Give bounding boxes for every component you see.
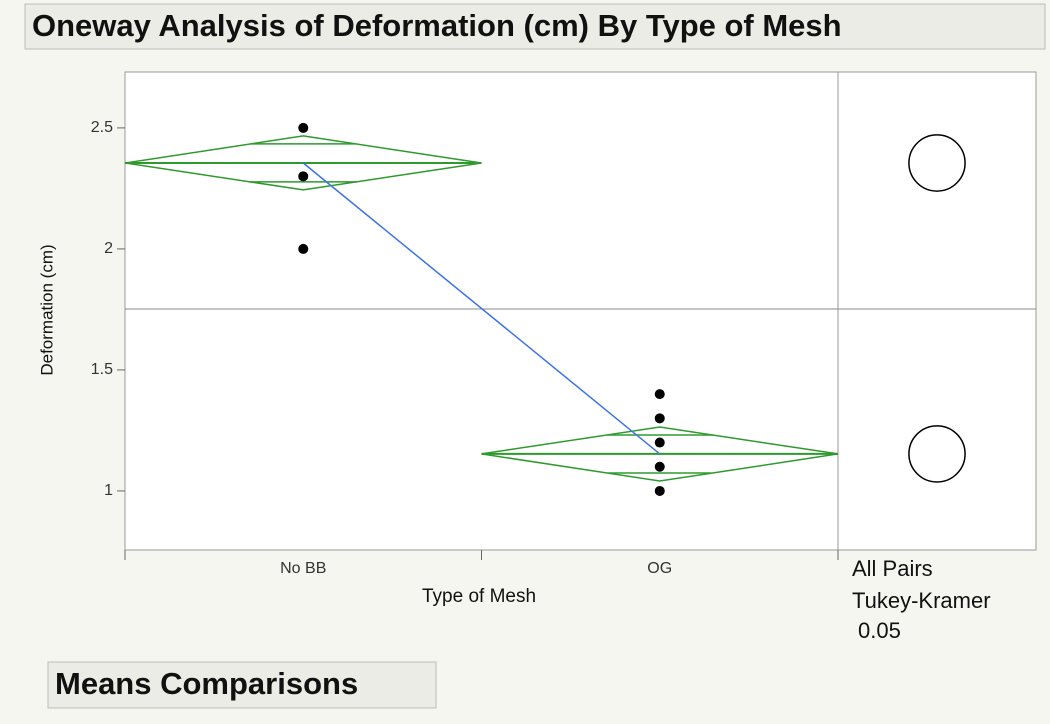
data-point: [654, 413, 665, 424]
section-box: [47, 661, 437, 709]
title-box: [24, 3, 1046, 50]
data-point: [654, 389, 665, 400]
compare-label: All Pairs: [852, 556, 933, 581]
means-line: [302, 162, 661, 455]
y-tick-label: 1: [104, 482, 113, 499]
data-point: [654, 461, 665, 472]
chart-title: Oneway Analysis of Deformation (cm) By T…: [32, 8, 842, 43]
comparison-circle: [908, 134, 966, 192]
section-title: Means Comparisons: [55, 666, 358, 701]
data-point: [298, 171, 309, 182]
plot-frame: [124, 71, 1037, 551]
y-tick-label: 2.5: [91, 119, 113, 136]
comparison-circle: [908, 425, 966, 483]
y-tick-label: 2: [104, 240, 113, 257]
data-point: [298, 122, 309, 133]
y-tick-label: 1.5: [91, 361, 113, 378]
y-axis-label: Deformation (cm): [37, 244, 56, 375]
alpha-label: 0.05: [858, 618, 901, 643]
x-tick-label: No BB: [280, 560, 326, 577]
compare-label: Tukey-Kramer: [852, 588, 991, 613]
x-tick-label: OG: [647, 560, 672, 577]
x-axis-label: Type of Mesh: [422, 586, 536, 607]
data-point: [298, 243, 309, 254]
data-point: [654, 437, 665, 448]
data-point: [654, 485, 665, 496]
